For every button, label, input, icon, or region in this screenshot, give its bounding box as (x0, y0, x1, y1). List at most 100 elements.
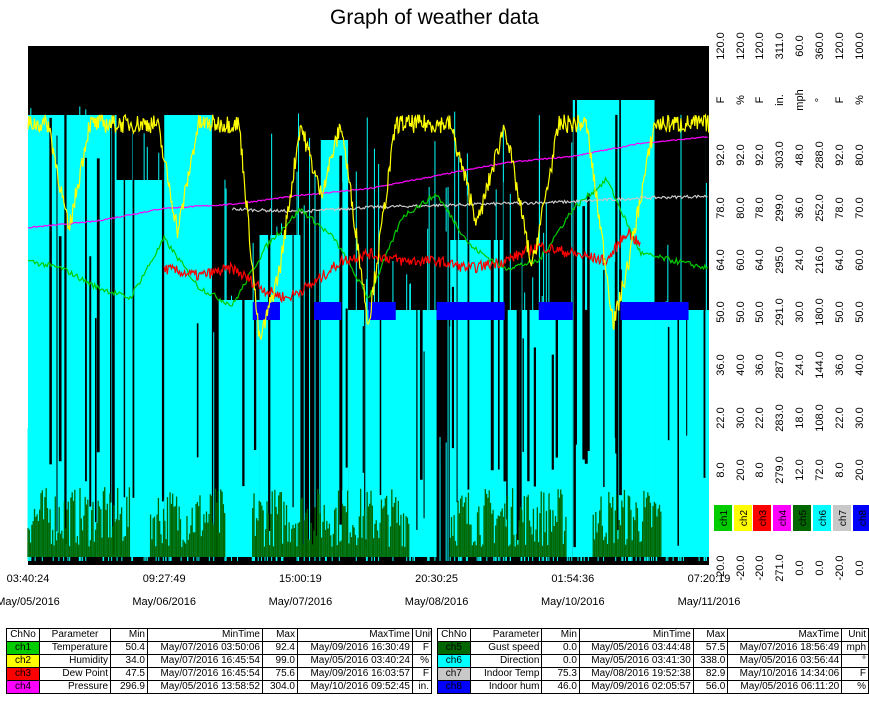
header-chno: ChNo (437, 628, 471, 642)
mintime-cell: May/07/2016 16:45:54 (147, 654, 263, 668)
maxtime-cell: May/09/2016 16:03:57 (297, 667, 413, 681)
parameter-cell: Indoor Temp (469, 667, 543, 681)
header-unit: Unit (412, 628, 432, 642)
maxtime-cell: May/09/2016 16:30:49 (297, 641, 413, 655)
unit-cell: F (412, 667, 432, 681)
y-axis-tick-label: 8.0 (754, 462, 766, 477)
y-axis-unit-label: ° (814, 98, 826, 102)
y-axis-unit-label: in. (774, 94, 786, 106)
x-axis-tick-time: 09:27:49 (143, 573, 186, 585)
y-axis-tick-label: 60.0 (854, 249, 866, 270)
y-axis-tick-label: 100.0 (854, 32, 866, 60)
legend-swatch (793, 505, 811, 531)
legend-swatch (833, 505, 851, 531)
unit-cell: in. (412, 680, 432, 694)
y-axis-tick-label: 30.0 (735, 407, 747, 428)
y-axis-tick-label: 288.0 (814, 141, 826, 169)
channel-swatch: ch4 (6, 680, 40, 694)
y-axis-tick-label: 50.0 (754, 301, 766, 322)
y-axis-tick-label: 120.0 (754, 32, 766, 60)
header-min: Min (541, 628, 580, 642)
y-axis-tick-label: 120.0 (735, 32, 747, 60)
y-axis-tick-label: 64.0 (715, 249, 727, 270)
x-axis-tick-date: May/07/2016 (269, 596, 333, 608)
legend-label: ch7 (838, 510, 849, 527)
y-axis-tick-label: 50.0 (854, 301, 866, 322)
ch4-series-line (27, 136, 708, 229)
y-axis-tick-label: 22.0 (754, 407, 766, 428)
parameter-cell: Humidity (39, 654, 111, 668)
y-axis-tick-label: 8.0 (715, 462, 727, 477)
ch6-band (116, 180, 165, 557)
y-axis-tick-label: 279.0 (774, 456, 786, 484)
y-axis-tick-label: -20.0 (754, 555, 766, 580)
max-cell: 82.9 (692, 667, 729, 681)
y-axis-tick-label: 40.0 (735, 354, 747, 375)
min-cell: 47.5 (110, 667, 148, 681)
ch8-band (314, 302, 342, 320)
legend-label: ch1 (719, 510, 730, 527)
maxtime-cell: May/05/2016 03:40:24 (297, 654, 413, 668)
y-axis-tick-label: 36.0 (834, 354, 846, 375)
channel-swatch: ch3 (6, 667, 40, 681)
y-axis-tick-label: 283.0 (774, 404, 786, 432)
table-row: ch1 Temperature 50.4 May/07/2016 03:50:06 92… (6, 641, 432, 655)
header-mintime: MinTime (578, 628, 694, 642)
ch8-band (620, 302, 689, 320)
ch8-band (368, 302, 396, 320)
y-axis-tick-label: 180.0 (814, 298, 826, 326)
ch3-series-line (163, 227, 641, 304)
y-axis-tick-label: 18.0 (794, 407, 806, 428)
mintime-cell: May/05/2016 03:41:30 (578, 654, 694, 668)
y-axis-tick-label: 92.0 (834, 144, 846, 165)
table-row: ch3 Dew Point 47.5 May/07/2016 16:45:54 75.6… (6, 667, 432, 681)
max-cell: 304.0 (262, 680, 298, 694)
y-axis-tick-label: 92.0 (715, 144, 727, 165)
maxtime-cell: May/07/2016 18:56:49 (727, 641, 843, 655)
maxtime-cell: May/05/2016 03:56:44 (727, 654, 843, 668)
max-cell: 338.0 (692, 654, 729, 668)
y-axis-tick-label: 8.0 (834, 462, 846, 477)
y-axis-tick-label: -20.0 (735, 555, 747, 580)
legend-label: ch3 (758, 510, 769, 527)
y-axis-tick-label: 20.0 (854, 459, 866, 480)
y-axis-tick-label: 22.0 (834, 407, 846, 428)
header-max: Max (692, 628, 729, 642)
parameter-cell: Gust speed (469, 641, 543, 655)
x-axis-tick-time: 07:20:19 (688, 573, 731, 585)
table-row: ch6 Direction 0.0 May/05/2016 03:41:30 338.0… (437, 654, 869, 668)
max-cell: 57.5 (692, 641, 729, 655)
channel-swatch: ch5 (437, 641, 471, 655)
mintime-cell: May/07/2016 16:45:54 (147, 667, 263, 681)
y-axis-tick-label: 70.0 (854, 197, 866, 218)
parameter-cell: Temperature (39, 641, 111, 655)
y-axis-tick-label: 0.0 (814, 560, 826, 575)
parameter-cell: Indoor hum (469, 680, 543, 694)
stats-table-right: ChNo Parameter Min MinTime Max MaxTime U… (437, 628, 869, 694)
min-cell: 46.0 (541, 680, 580, 694)
legend-swatch (773, 505, 791, 531)
y-axis-tick-label: 120.0 (715, 32, 727, 60)
unit-cell: mph (841, 641, 869, 655)
ch8-band (436, 302, 505, 320)
x-axis-tick-time: 01:54:36 (551, 573, 594, 585)
unit-cell: % (412, 654, 432, 668)
table-header-row: ChNo Parameter Min MinTime Max MaxTime U… (437, 628, 869, 642)
legend-label: ch6 (818, 510, 829, 527)
y-axis-tick-label: 291.0 (774, 298, 786, 326)
min-cell: 75.3 (541, 667, 580, 681)
ch1-series-line (27, 176, 709, 307)
header-parameter: Parameter (39, 628, 111, 642)
unit-cell: % (841, 680, 869, 694)
table-row: ch2 Humidity 34.0 May/07/2016 16:45:54 99.0 M… (6, 654, 432, 668)
y-axis-tick-label: 20.0 (735, 459, 747, 480)
y-axis-tick-label: 0.0 (794, 560, 806, 575)
table-row: ch7 Indoor Temp 75.3 May/08/2016 19:52:38 82… (437, 667, 869, 681)
y-axis-tick-label: 36.0 (754, 354, 766, 375)
y-axis-tick-label: 78.0 (834, 197, 846, 218)
y-axis-tick-label: 36.0 (794, 197, 806, 218)
header-unit: Unit (841, 628, 869, 642)
header-parameter: Parameter (469, 628, 543, 642)
table-row: ch8 Indoor hum 46.0 May/09/2016 02:05:57 56.… (437, 680, 869, 694)
y-axis-tick-label: 22.0 (715, 407, 727, 428)
